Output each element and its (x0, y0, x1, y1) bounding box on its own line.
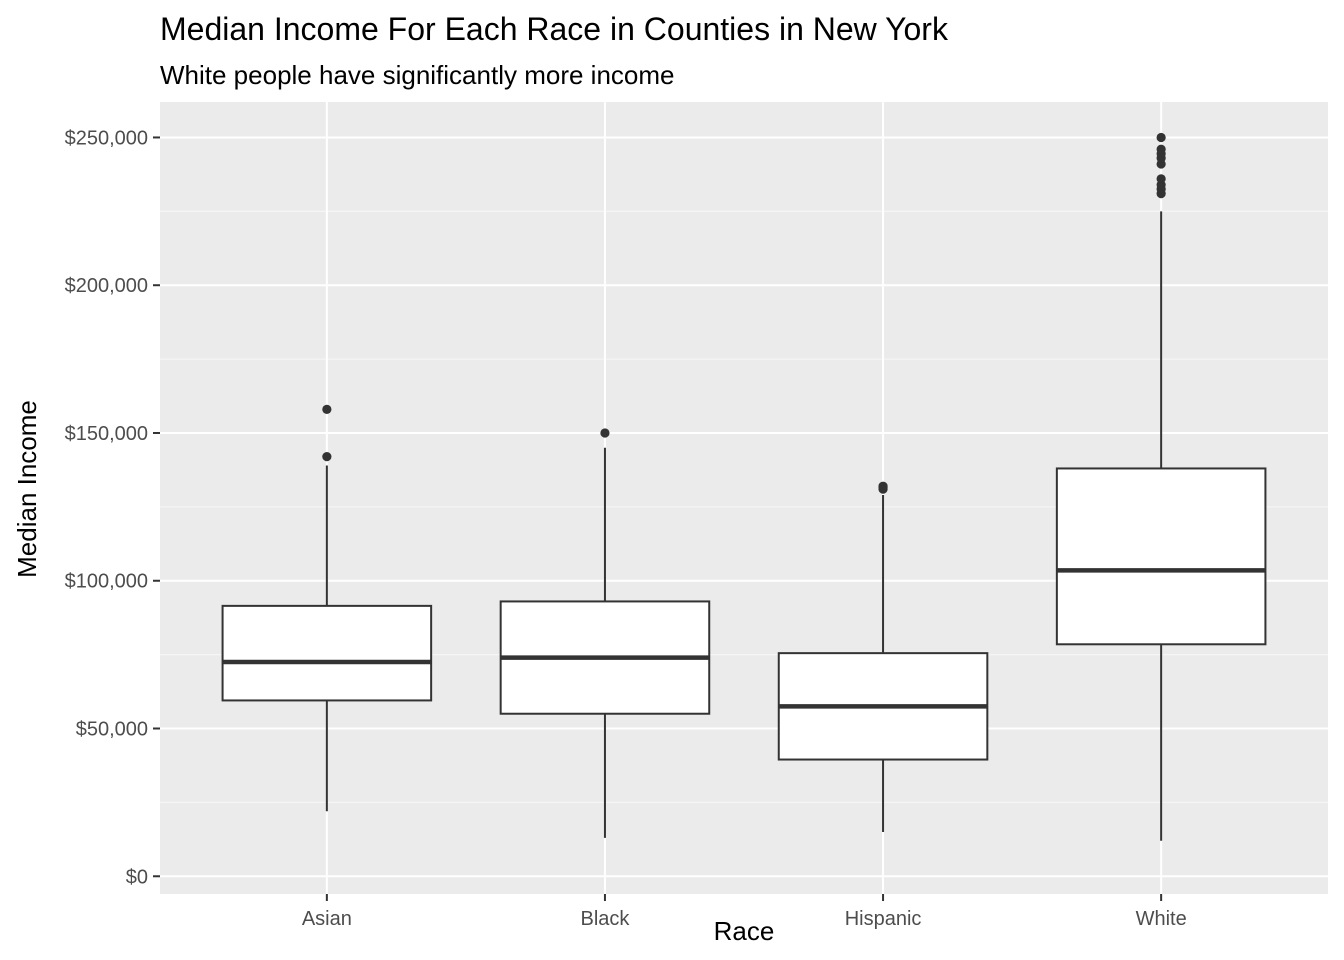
y-tick-label: $200,000 (65, 275, 148, 297)
x-axis: Asian Black Hispanic White (302, 894, 1187, 930)
y-axis-title: Median Income (12, 400, 42, 578)
x-tick-label: Black (580, 908, 630, 930)
box-hispanic (777, 481, 989, 832)
chart-subtitle: White people have significantly more inc… (160, 60, 674, 90)
outlier-point (1156, 132, 1166, 143)
box-black (499, 428, 711, 838)
y-axis: $0 $50,000 $100,000 $150,000 $200,000 $250,00… (65, 127, 160, 888)
box-white (1055, 132, 1267, 841)
outlier-point (878, 481, 888, 491)
y-tick-label: $50,000 (76, 719, 148, 741)
x-tick-label: Hispanic (845, 908, 922, 930)
outlier-point (1156, 174, 1166, 184)
y-tick-label: $150,000 (65, 423, 148, 445)
outlier-point (322, 452, 332, 462)
outlier-point (600, 428, 610, 438)
boxes (221, 132, 1267, 841)
y-tick-label: $100,000 (65, 571, 148, 593)
y-tick-label: $250,000 (65, 127, 148, 149)
outlier-point (322, 404, 332, 414)
x-axis-title: Race (714, 916, 775, 946)
y-tick-label: $0 (126, 866, 148, 888)
x-tick-label: White (1136, 908, 1187, 930)
box-iqr (221, 604, 433, 702)
chart-title: Median Income For Each Race in Counties … (160, 11, 949, 47)
outlier-point (1156, 144, 1166, 154)
box-asian (221, 404, 433, 812)
box-iqr (1055, 467, 1267, 646)
x-tick-label: Asian (302, 908, 352, 930)
